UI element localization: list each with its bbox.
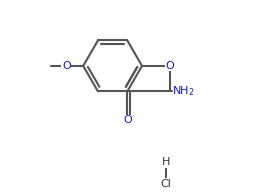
Text: O: O — [62, 61, 71, 71]
Text: Cl: Cl — [161, 179, 172, 189]
Text: O: O — [165, 61, 174, 71]
Text: NH$_2$: NH$_2$ — [172, 84, 195, 98]
Text: O: O — [123, 115, 132, 125]
Text: H: H — [162, 157, 170, 167]
